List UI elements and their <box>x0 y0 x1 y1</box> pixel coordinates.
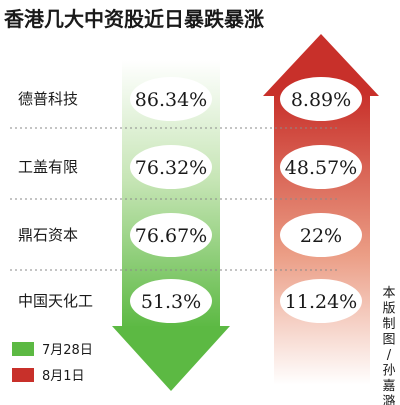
legend-swatch-aug1 <box>12 368 34 382</box>
legend: 7月28日 8月1日 <box>12 342 93 384</box>
value-bubble-jul28 <box>130 213 212 257</box>
credit-char: 嘉 <box>382 379 395 394</box>
value-bubble-jul28 <box>130 279 212 323</box>
legend-label-aug1: 8月1日 <box>42 369 85 384</box>
value-bubble-jul28 <box>130 77 212 121</box>
chart-title: 香港几大中资股近日暴跌暴涨 <box>4 7 264 31</box>
credit-char: 孙 <box>382 364 395 379</box>
value-bubble-aug1 <box>280 145 362 189</box>
value-label-jul28: 86.34% <box>135 89 207 111</box>
up-arrow-head <box>263 34 379 96</box>
value-label-aug1: 11.24% <box>285 291 357 313</box>
value-label-aug1: 48.57% <box>285 157 357 179</box>
credit-char: 图 <box>382 333 395 348</box>
legend-label-jul28: 7月28日 <box>42 343 93 358</box>
credit-char: 制 <box>382 317 395 332</box>
credit-char: 版 <box>382 302 395 317</box>
row-separators <box>10 127 340 271</box>
company-label: 鼎石资本 <box>18 226 78 244</box>
value-label-jul28: 51.3% <box>141 291 201 313</box>
value-bubble-jul28 <box>130 145 212 189</box>
legend-swatch-jul28 <box>12 342 34 356</box>
rows-group: 德普科技 86.34% 8.89% 工盖有限 76.32% 48.57% 鼎石资本 76.67… <box>18 77 362 323</box>
value-bubble-aug1 <box>280 77 362 121</box>
credit-char: 潞 <box>382 395 395 405</box>
credit-char: 本 <box>382 286 395 301</box>
value-label-jul28: 76.67% <box>135 225 207 247</box>
credit-char: / <box>387 348 392 363</box>
value-label-jul28: 76.32% <box>135 157 207 179</box>
down-arrow-head <box>112 326 230 391</box>
company-label: 工盖有限 <box>18 158 78 176</box>
value-label-aug1: 8.89% <box>291 89 351 111</box>
value-label-aug1: 22% <box>300 225 342 247</box>
value-bubble-aug1 <box>280 213 362 257</box>
company-label: 中国天化工 <box>18 292 93 310</box>
value-bubble-aug1 <box>280 279 362 323</box>
company-label: 德普科技 <box>18 90 78 108</box>
